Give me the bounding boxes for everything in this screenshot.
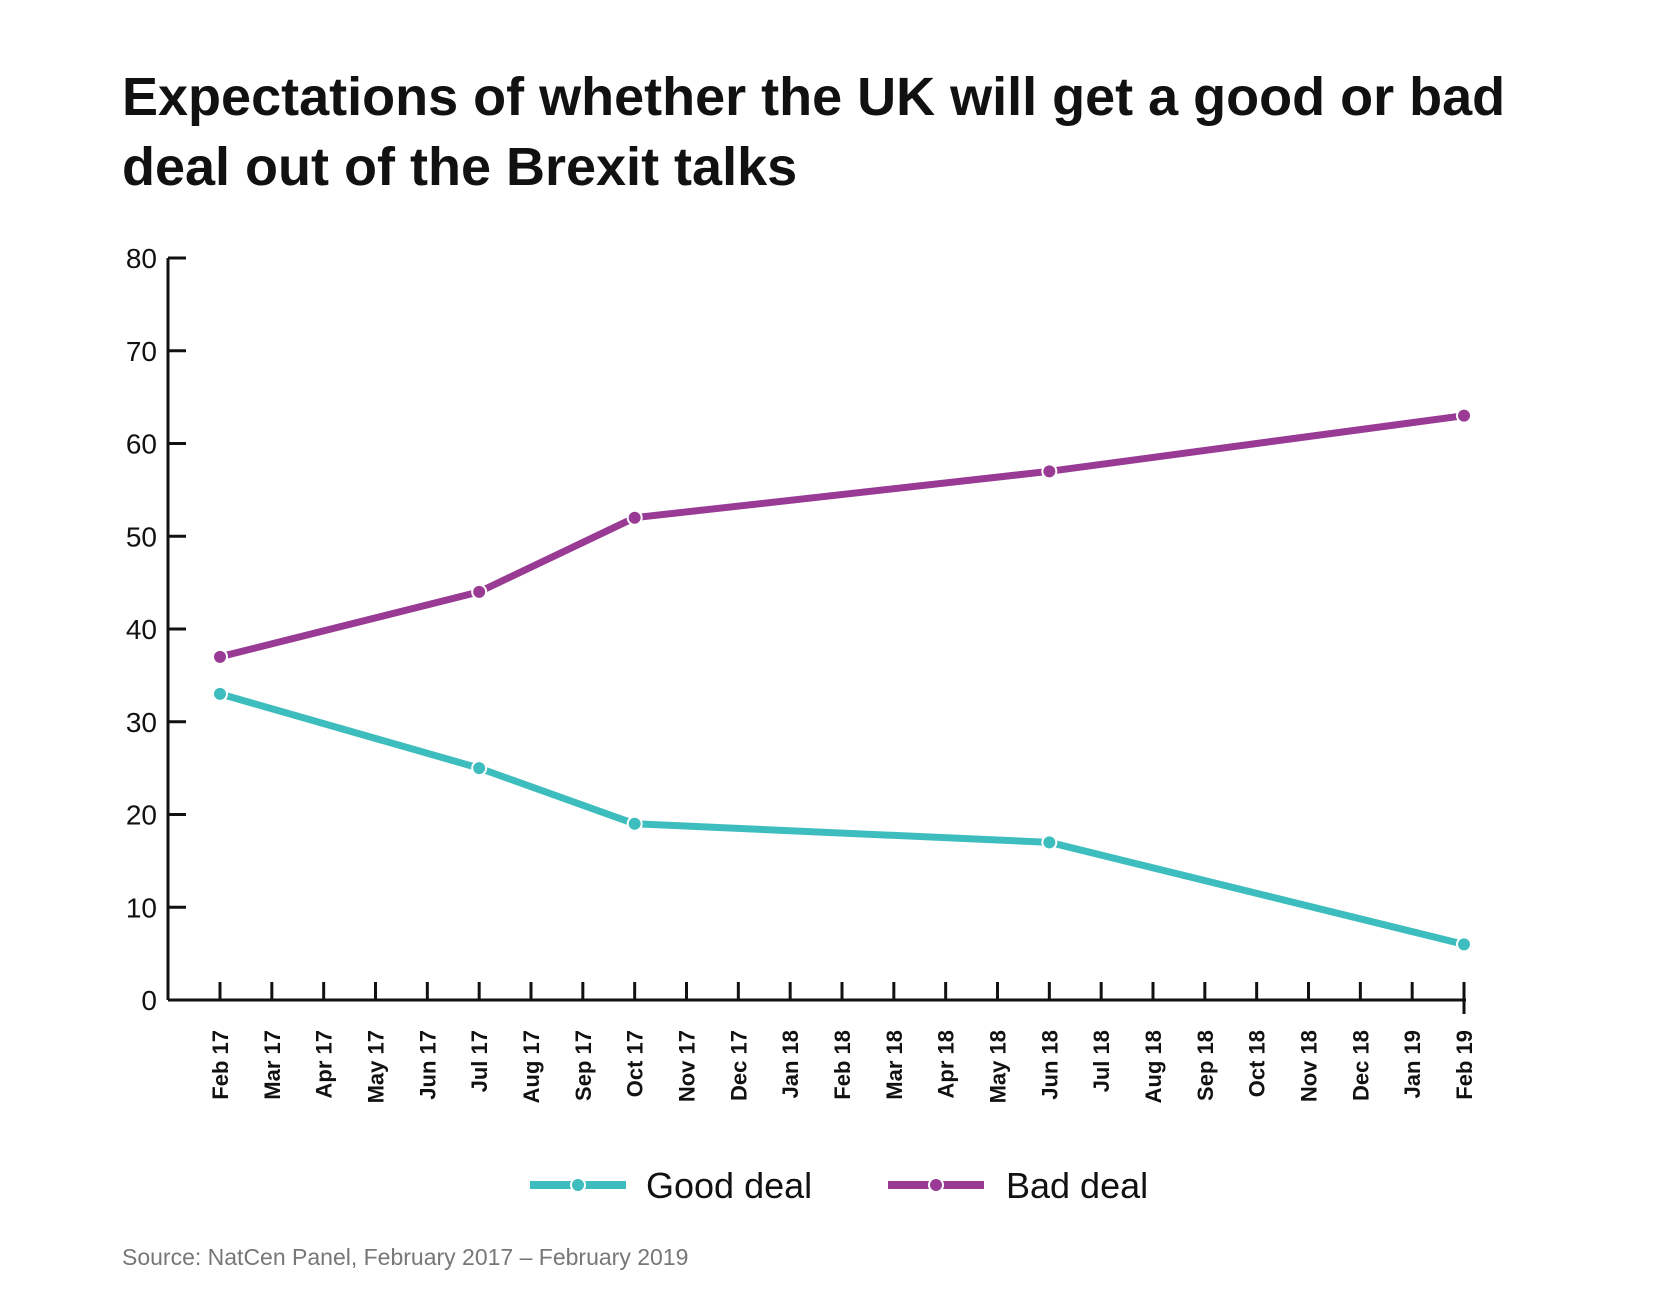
y-tick-label: 20 [126, 800, 157, 831]
data-point [212, 648, 228, 665]
x-tick-label: Jun 18 [1037, 1030, 1062, 1100]
y-tick-label: 80 [126, 243, 157, 274]
series-line [216, 412, 1468, 661]
axes: 0 10 20 30 40 50 60 70 80 Feb 17 Mar 17 Apr 17 May 1… [126, 243, 1477, 1103]
x-tick-label: Aug 17 [519, 1030, 544, 1103]
legend-marker [928, 1177, 944, 1193]
legend-label: Bad deal [1006, 1165, 1148, 1206]
x-tick-label: Dec 18 [1348, 1030, 1373, 1101]
legend-label: Good deal [646, 1165, 812, 1206]
legend-item-good-deal: Good deal [530, 1165, 812, 1206]
data-point [1456, 936, 1472, 953]
data-point [1041, 834, 1058, 851]
x-tick-label: Apr 18 [934, 1030, 959, 1098]
y-tick-label: 40 [126, 614, 157, 645]
y-tick-label: 50 [126, 521, 157, 552]
x-tick-label: May 17 [364, 1030, 389, 1103]
x-tick-label: Jul 18 [1089, 1030, 1114, 1092]
x-tick-label: Apr 17 [312, 1030, 337, 1098]
x-tick-label: Dec 17 [726, 1030, 751, 1101]
legend-item-bad-deal: Bad deal [888, 1165, 1148, 1206]
data-point [471, 760, 488, 777]
x-tick-label: Oct 18 [1245, 1030, 1270, 1097]
x-tick-label: Aug 18 [1141, 1030, 1166, 1103]
x-tick-label: May 18 [986, 1030, 1011, 1103]
x-tick-label: Nov 17 [675, 1030, 700, 1102]
data-point [471, 583, 488, 600]
data-point [626, 509, 643, 526]
legend: Good deal Bad deal [530, 1165, 1148, 1206]
data-point [626, 815, 643, 832]
x-tick-label: Jan 19 [1400, 1030, 1425, 1099]
x-tick-label: Nov 18 [1297, 1030, 1322, 1102]
x-tick-label: Oct 17 [623, 1030, 648, 1097]
x-tick-label: Feb 19 [1452, 1030, 1477, 1100]
x-tick-label: Jul 17 [467, 1030, 492, 1092]
x-tick-label: Jan 18 [778, 1030, 803, 1099]
data-point [212, 685, 228, 702]
x-tick-label: Mar 17 [260, 1030, 285, 1100]
series-layer [212, 407, 1472, 953]
series-bad-deal [212, 407, 1472, 665]
y-tick-label: 30 [126, 707, 157, 738]
y-tick-label: 10 [126, 892, 157, 923]
y-tick-label: 60 [126, 429, 157, 460]
y-tick-label: 0 [141, 985, 157, 1016]
series-good-deal [212, 685, 1472, 953]
data-point [1456, 407, 1472, 424]
x-tick-label: Feb 18 [830, 1030, 855, 1100]
legend-marker [570, 1177, 586, 1193]
data-point [1041, 463, 1058, 480]
x-tick-label: Jun 17 [415, 1030, 440, 1100]
x-tick-label: Mar 18 [882, 1030, 907, 1100]
series-line [216, 690, 1468, 948]
x-tick-label: Sep 18 [1193, 1030, 1218, 1101]
source-note: Source: NatCen Panel, February 2017 – Fe… [122, 1244, 689, 1270]
x-tick-label: Sep 17 [571, 1030, 596, 1101]
chart-title: Expectations of whether the UK will get … [122, 67, 1506, 197]
x-tick-label: Feb 17 [208, 1030, 233, 1100]
y-tick-label: 70 [126, 336, 157, 367]
